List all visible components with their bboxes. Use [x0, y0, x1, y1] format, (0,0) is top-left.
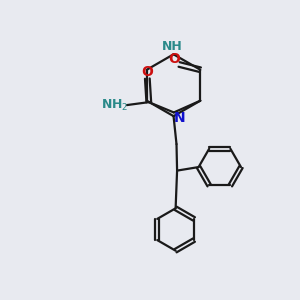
Text: NH$_2$: NH$_2$	[101, 98, 128, 112]
Text: O: O	[168, 52, 180, 66]
Text: O: O	[141, 65, 153, 79]
Text: NH: NH	[162, 40, 182, 52]
Text: N: N	[174, 111, 186, 124]
